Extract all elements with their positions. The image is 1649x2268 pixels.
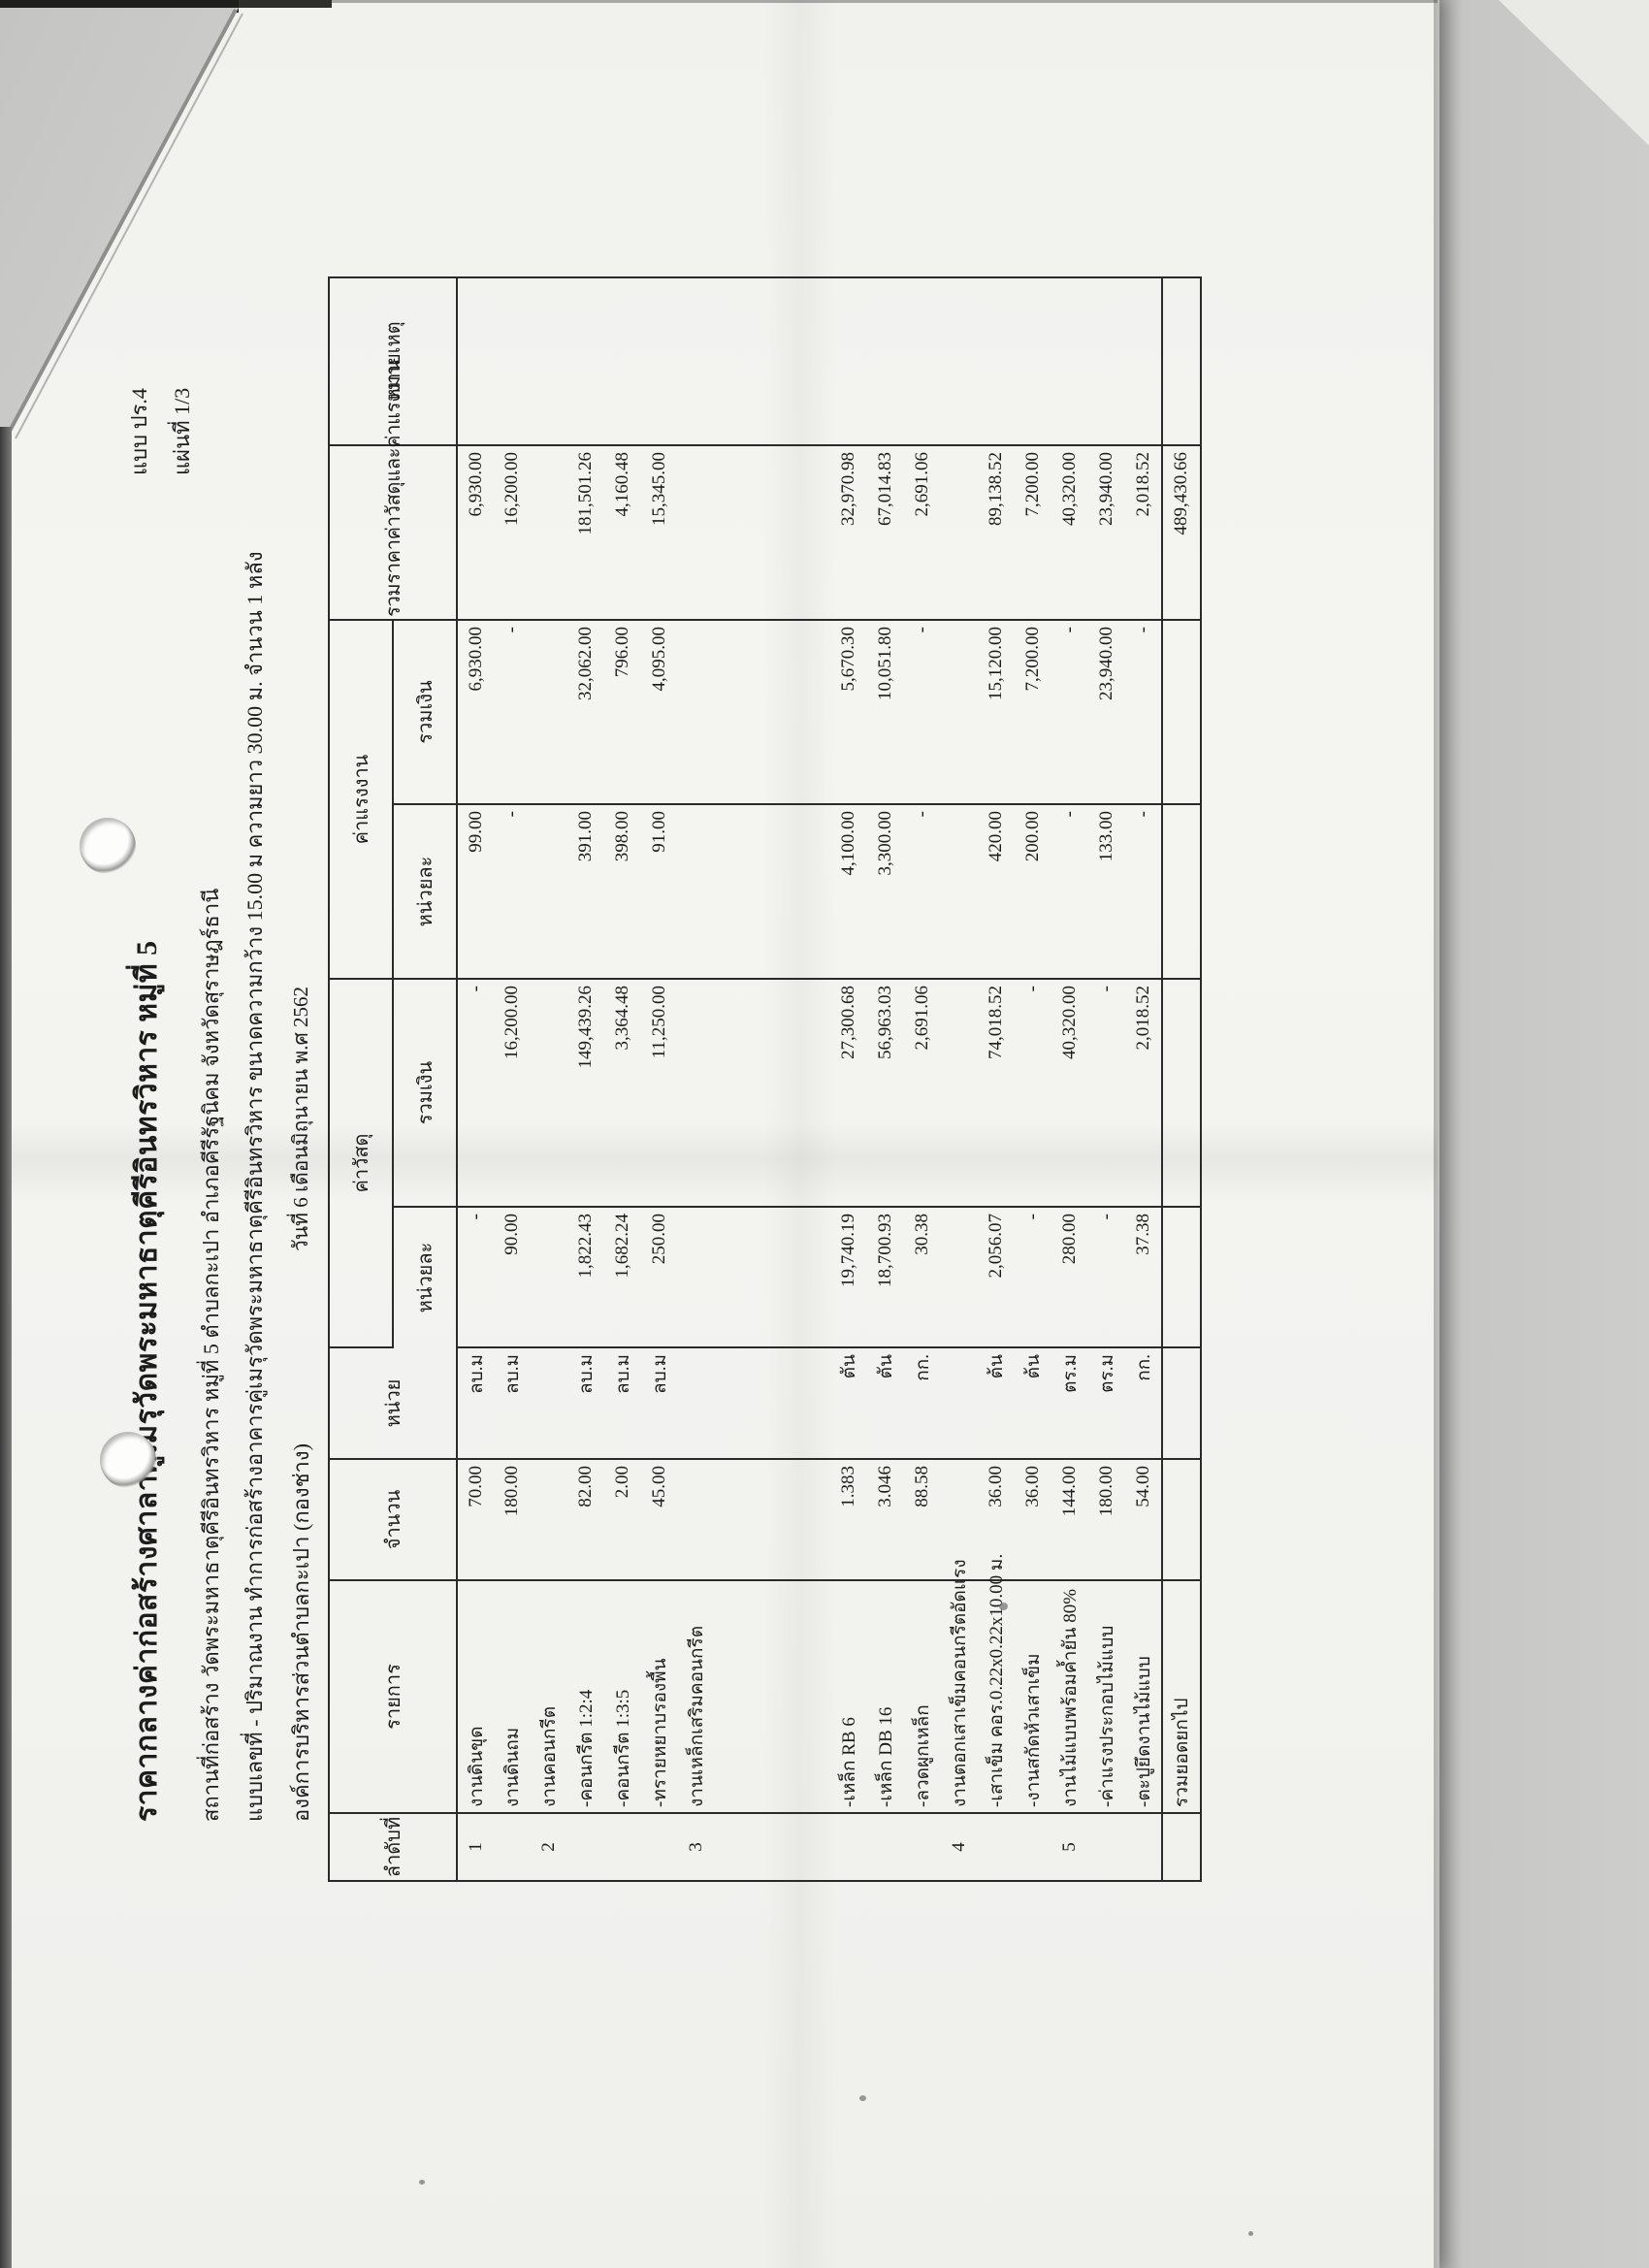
paper-sheet xyxy=(0,0,1439,2268)
punch-hole xyxy=(100,1432,156,1488)
scan-speck xyxy=(859,2095,866,2101)
scan-speck xyxy=(1248,2231,1253,2236)
scan-edge-strip xyxy=(0,427,12,2268)
scan-edge-strip xyxy=(332,0,1438,3)
vertical-crease xyxy=(764,0,836,2268)
scan-speck xyxy=(419,2180,425,2185)
punch-hole xyxy=(80,818,136,874)
page-edge-shadow xyxy=(1434,0,1463,2268)
scan-edge-strip xyxy=(239,0,332,8)
horizontal-crease xyxy=(0,1123,1438,1201)
scan-speck xyxy=(999,1603,1008,1610)
